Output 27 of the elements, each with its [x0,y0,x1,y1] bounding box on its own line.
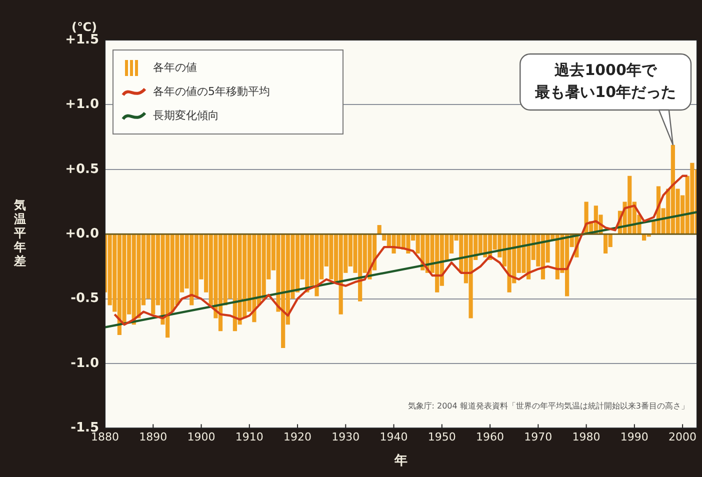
x-axis-title: 年 [394,454,408,469]
y-tick-label: +1.0 [65,97,99,112]
legend-label: 各年の値の5年移動平均 [153,84,270,98]
legend-label: 長期変化傾向 [153,108,219,122]
annotation: 気象庁: 2004 報道発表資料「世界の年平均気温は統計開始以来3番目の高さ」 [408,401,689,410]
y-tick-label: -1.0 [70,356,99,371]
x-tick-label: 1950 [428,430,456,444]
legend-label: 各年の値 [153,60,197,74]
x-tick-label: 1940 [380,430,408,444]
y-tick-label: +0.5 [65,162,99,177]
x-tick-label: 1890 [139,430,168,444]
y-tick-label: -0.5 [70,291,99,306]
x-tick-label: 1900 [187,430,216,444]
x-tick-label: 1990 [620,430,648,444]
y-tick-label: +1.5 [65,32,99,48]
x-tick-label: 1980 [572,430,600,444]
x-tick-label: 1970 [524,430,552,444]
x-tick-label: 1930 [332,430,360,444]
x-tick-label: 1960 [476,430,504,444]
annotation: 過去1000年で最も暑い10年だった [534,60,676,101]
x-tick-label: 1910 [235,430,264,444]
x-tick-label: 2000 [668,430,697,444]
y-tick-label: +0.0 [65,226,99,242]
text: (℃) [72,20,97,34]
bar [377,225,382,234]
x-tick-label: 1920 [284,430,312,444]
y-axis-title: 気温平年差 [13,198,26,268]
